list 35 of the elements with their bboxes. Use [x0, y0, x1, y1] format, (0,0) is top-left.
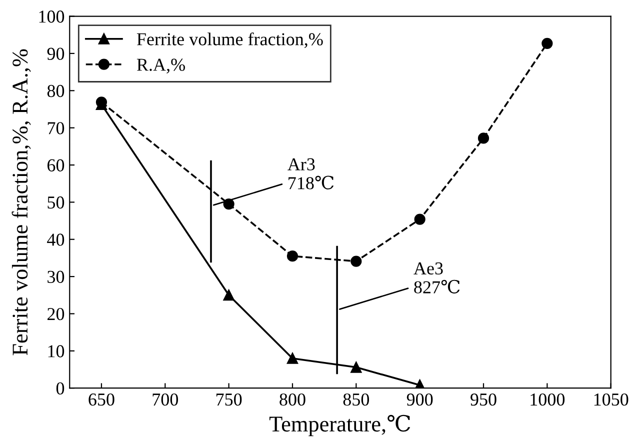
y-tick-label: 100 — [39, 10, 64, 23]
y-tick-label: 10 — [48, 345, 64, 358]
x-tick-label: 1050 — [594, 393, 628, 406]
y-tick-label: 40 — [47, 234, 64, 246]
point — [414, 380, 426, 388]
x-axis-title: Temperature,℃ — [269, 414, 410, 436]
x-tick-label: 700 — [152, 393, 178, 406]
x-tick-label: 900 — [406, 393, 433, 406]
point — [350, 256, 362, 267]
x-tick-label: 750 — [216, 393, 242, 406]
point — [286, 352, 298, 364]
point — [286, 250, 298, 262]
x-tick-label: 850 — [343, 393, 370, 406]
y-tick-label: 70 — [48, 122, 64, 134]
y-tick-label: 80 — [47, 84, 64, 98]
y-tick-label: 20 — [48, 308, 64, 320]
x-tick-label: 1000 — [530, 393, 565, 406]
point — [414, 214, 426, 225]
x-tick-label: 800 — [280, 393, 306, 406]
annotation: Ae3 827℃ — [414, 262, 460, 294]
y-tick-label: 30 — [48, 270, 64, 283]
y-tick-label: 90 — [47, 48, 64, 60]
legend-label: R.A,% — [136, 58, 185, 74]
point — [350, 362, 362, 373]
legend-label: Ferrite volume fraction,% — [136, 32, 323, 48]
point — [223, 290, 234, 301]
point — [542, 38, 553, 49]
x-tick-label: 650 — [88, 393, 114, 406]
y-axis-title: Ferrite volume fraction,%, R.A.,% — [12, 49, 31, 356]
annotation: Ar3 718℃ — [288, 158, 334, 190]
x-tick-label: 950 — [470, 393, 496, 406]
y-tick-label: 50 — [48, 196, 64, 209]
y-tick-label: 60 — [47, 159, 64, 172]
y-tick-label: 0 — [56, 382, 64, 395]
point — [478, 132, 490, 144]
